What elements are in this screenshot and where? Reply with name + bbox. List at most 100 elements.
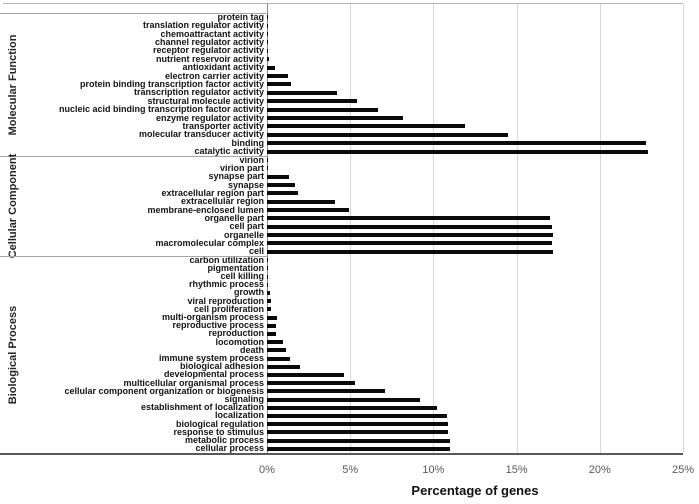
table-row: electron carrier activity (0, 71, 683, 80)
term-label: membrane-enclosed lumen (147, 204, 264, 215)
bar-track (267, 148, 683, 156)
term-bar (267, 413, 447, 418)
bar-track (267, 13, 683, 21)
bar-track (267, 63, 683, 71)
term-label: channel regulator activity (154, 36, 264, 47)
bar-track (267, 387, 683, 395)
section-divider (0, 156, 267, 157)
term-bar (267, 364, 301, 369)
term-label: biological adhesion (179, 361, 264, 372)
table-row: growth (0, 287, 683, 298)
term-bar (267, 183, 296, 188)
bar-track (267, 256, 683, 264)
term-bar (267, 372, 344, 377)
x-axis-line (0, 453, 683, 455)
term-bar (267, 40, 268, 45)
term-label: growth (234, 287, 264, 298)
term-label: cellular process (195, 443, 264, 454)
bar-track (267, 72, 683, 80)
table-row: cell killing (0, 272, 683, 281)
bar-track (267, 346, 683, 354)
x-tick-label: 10% (422, 464, 445, 476)
term-label: cell (248, 246, 264, 257)
table-row: locomotion (0, 337, 683, 346)
term-label: antioxidant activity (182, 62, 264, 73)
bar-track (267, 214, 683, 222)
bar-track (267, 89, 683, 97)
term-label: rhythmic process (188, 279, 264, 290)
term-label: virion (239, 154, 264, 165)
term-label: multicellular organismal process (123, 377, 264, 388)
bar-track (267, 248, 683, 256)
term-bar (267, 90, 337, 95)
term-bar (267, 331, 277, 336)
term-label: metabolic process (184, 435, 264, 446)
bar-track (267, 131, 683, 139)
table-row: multicellular organismal process (0, 377, 683, 388)
bar-track (267, 198, 683, 206)
term-label: cell part (229, 221, 264, 232)
term-bar (267, 290, 271, 295)
table-row: virion (0, 154, 683, 165)
term-bar (267, 422, 449, 427)
term-bar (267, 141, 647, 146)
category-label: Molecular Function (7, 34, 19, 135)
table-row: transporter activity (0, 121, 683, 130)
term-bar (267, 99, 357, 104)
term-label: synapse part (208, 171, 264, 182)
term-label: enzyme regulator activity (155, 112, 264, 123)
x-axis-title: Percentage of genes (411, 483, 539, 498)
term-label: catalytic activity (194, 146, 264, 157)
bar-track (267, 223, 683, 231)
term-bar (267, 266, 268, 271)
category-label: Biological Process (7, 305, 19, 404)
section-biological-process: Biological Process carbon utilization pigm… (0, 255, 683, 454)
bar-track (267, 139, 683, 147)
bar-track (267, 55, 683, 63)
bar-track (267, 420, 683, 428)
bar-track (267, 122, 683, 130)
table-row: membrane-enclosed lumen (0, 204, 683, 215)
bar-rows-layer: Molecular Function protein tag translation… (0, 12, 683, 454)
term-label: structural molecule activity (147, 95, 264, 106)
term-bar (267, 216, 550, 221)
section-molecular-function: Molecular Function protein tag translation… (0, 12, 683, 157)
category-label: Cellular Component (7, 153, 19, 259)
bar-track (267, 47, 683, 55)
term-bar (267, 174, 289, 179)
table-row: synapse part (0, 171, 683, 182)
term-bar (267, 356, 291, 361)
term-bar (267, 82, 292, 87)
term-bar (267, 224, 552, 229)
term-bar (267, 191, 298, 196)
term-bar (267, 23, 268, 28)
bar-track (267, 395, 683, 403)
bar-track (267, 313, 683, 321)
term-bar (267, 381, 356, 386)
x-tick-label: 20% (588, 464, 611, 476)
term-label: translation regulator activity (142, 20, 264, 31)
term-label: signaling (224, 394, 264, 405)
table-row: protein binding transcription factor act… (0, 79, 683, 88)
table-row: channel regulator activity (0, 36, 683, 47)
bar-track (267, 289, 683, 297)
table-row: extracellular region part (0, 188, 683, 197)
bar-track (267, 164, 683, 172)
section-cellular-component: Cellular Component virion virion part synap… (0, 153, 683, 259)
bar-track (267, 21, 683, 29)
term-label: response to stimulus (173, 426, 264, 437)
term-bar (267, 65, 276, 70)
x-tick-label: 25% (671, 464, 695, 476)
table-row: establishment of localization (0, 403, 683, 412)
term-label: extracellular region (180, 196, 264, 207)
bar-track (267, 428, 683, 436)
term-bar (267, 446, 451, 451)
term-bar (267, 158, 268, 163)
term-label: molecular transducer activity (138, 129, 264, 140)
table-row: reproduction (0, 329, 683, 338)
bar-track (267, 305, 683, 313)
bar-track (267, 322, 683, 330)
bar-track (267, 371, 683, 379)
table-row: receptor regulator activity (0, 46, 683, 55)
bar-track (267, 354, 683, 362)
